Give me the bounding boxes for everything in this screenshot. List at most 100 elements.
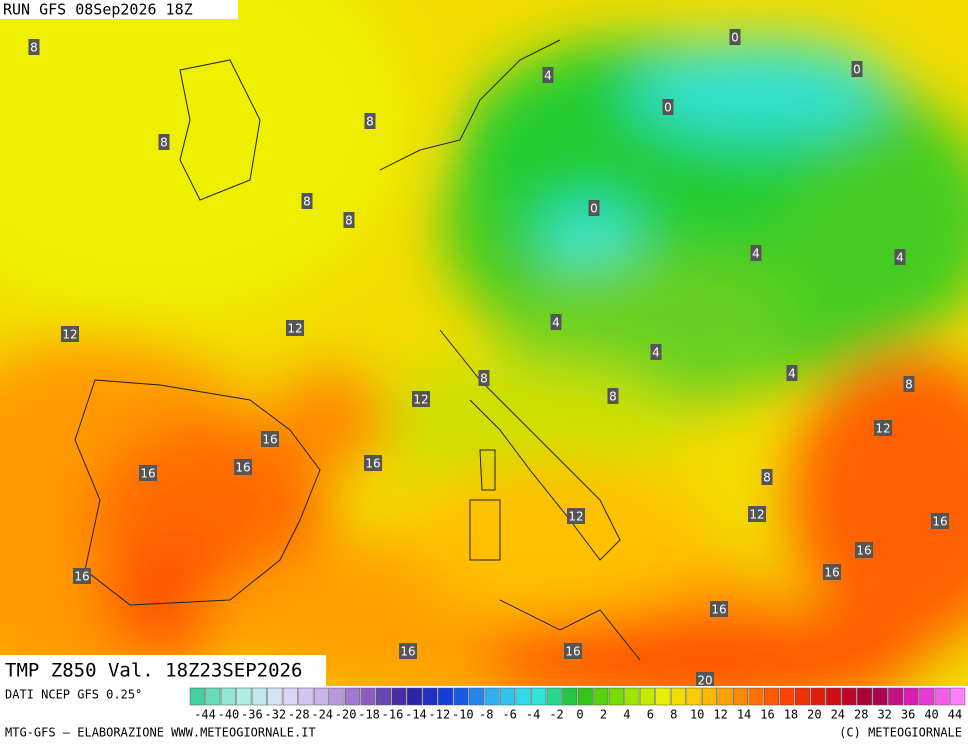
scale-label: 4 xyxy=(623,708,630,722)
scale-swatch xyxy=(593,687,609,706)
contour-label: 12 xyxy=(749,508,764,522)
scale-label: -12 xyxy=(429,708,451,722)
scale-swatch xyxy=(360,687,376,706)
contour-label: 8 xyxy=(30,41,38,55)
contour-label: 12 xyxy=(413,393,428,407)
label-box xyxy=(710,601,728,617)
label-box xyxy=(567,508,585,524)
scale-swatch xyxy=(298,687,314,706)
scale-label: 44 xyxy=(948,708,962,722)
scale-swatch xyxy=(701,687,717,706)
scale-swatch xyxy=(686,687,702,706)
scale-swatch xyxy=(546,687,562,706)
scale-swatch xyxy=(655,687,671,706)
contour-label: 16 xyxy=(140,467,155,481)
label-box xyxy=(650,344,662,360)
label-box xyxy=(61,326,79,342)
scale-swatch xyxy=(515,687,531,706)
contour-label: 12 xyxy=(875,422,890,436)
scale-label: -18 xyxy=(358,708,380,722)
scale-swatch xyxy=(391,687,407,706)
scale-swatch xyxy=(484,687,500,706)
scale-label: -6 xyxy=(502,708,516,722)
label-box xyxy=(364,455,382,471)
scale-swatch xyxy=(407,687,423,706)
contour-label: 16 xyxy=(365,457,380,471)
field-label: TMP Z850 Val. 18Z23SEP2026 xyxy=(5,660,302,682)
scale-label: 16 xyxy=(760,708,774,722)
scale-swatch xyxy=(251,687,267,706)
scale-swatch xyxy=(220,687,236,706)
scale-swatch xyxy=(732,687,748,706)
scale-swatch xyxy=(189,687,205,706)
run-label: RUN GFS 08Sep2026 18Z xyxy=(3,1,193,19)
scale-swatch xyxy=(872,687,888,706)
contour-label: 8 xyxy=(480,372,488,386)
scale-swatch xyxy=(422,687,438,706)
contour-label: 0 xyxy=(590,202,598,216)
scale-label: 10 xyxy=(690,708,704,722)
run-box xyxy=(0,0,238,19)
label-box xyxy=(234,459,252,475)
label-box xyxy=(158,134,170,150)
scale-label: -4 xyxy=(526,708,540,722)
contour-label: 16 xyxy=(824,566,839,580)
scale-label: -14 xyxy=(405,708,427,722)
scale-label: -8 xyxy=(479,708,493,722)
scale-swatch xyxy=(639,687,655,706)
scale-swatch xyxy=(375,687,392,706)
scale-swatch xyxy=(236,687,252,706)
scale-swatch xyxy=(795,687,811,706)
contour-label: 12 xyxy=(568,510,583,524)
scale-swatch xyxy=(267,687,283,706)
field-box xyxy=(0,655,326,686)
scale-swatch xyxy=(748,687,764,706)
label-box xyxy=(28,39,40,55)
contour-label: 4 xyxy=(752,247,760,261)
contour-labels: 8 8 8 4 0 0 0 8 8 0 4 4 12 12 4 4 4 8 8 12 8 12 16 16 16 16 8 12 12 1… xyxy=(28,29,949,686)
scale-swatch xyxy=(282,687,298,706)
label-box xyxy=(286,320,304,336)
scale-label: -32 xyxy=(264,708,286,722)
label-box xyxy=(261,431,279,447)
contour-label: 8 xyxy=(609,390,617,404)
scale-swatch xyxy=(624,687,640,706)
scale-swatch xyxy=(857,687,873,706)
contour-label: 16 xyxy=(400,645,415,659)
scale-swatch xyxy=(344,687,360,706)
label-box xyxy=(550,314,562,330)
scale-label: 36 xyxy=(901,708,915,722)
label-box xyxy=(874,420,892,436)
contour-label: 8 xyxy=(345,214,353,228)
label-box xyxy=(607,388,619,404)
scale-label: -36 xyxy=(241,708,263,722)
label-box xyxy=(73,568,91,584)
scale-label: -24 xyxy=(311,708,333,722)
scale-swatch xyxy=(562,687,578,706)
scale-label: 6 xyxy=(647,708,654,722)
contour-label: 4 xyxy=(652,346,660,360)
label-box xyxy=(542,67,554,83)
scale-swatch xyxy=(950,687,966,706)
contour-label: 16 xyxy=(565,645,580,659)
label-box xyxy=(343,212,355,228)
label-box xyxy=(894,249,906,265)
label-box xyxy=(761,469,773,485)
contour-label: 8 xyxy=(366,115,374,129)
label-box xyxy=(301,193,313,209)
scale-label: 2 xyxy=(600,708,607,722)
color-scale: -44 -40 -36 -32 -28 -24 -20 -18 -16 -14 -12 -10 -8 -6… xyxy=(189,687,966,722)
contour-label: 16 xyxy=(711,603,726,617)
label-box xyxy=(478,370,490,386)
scale-swatch xyxy=(779,687,795,706)
scale-label: -44 xyxy=(194,708,216,722)
label-box xyxy=(903,376,915,392)
scale-label: -16 xyxy=(382,708,404,722)
scale-label: 20 xyxy=(807,708,821,722)
contour-label: 4 xyxy=(896,251,904,265)
label-box xyxy=(412,391,430,407)
scale-swatch xyxy=(205,687,221,706)
scale-swatch xyxy=(438,687,454,706)
contour-label: 8 xyxy=(763,471,771,485)
